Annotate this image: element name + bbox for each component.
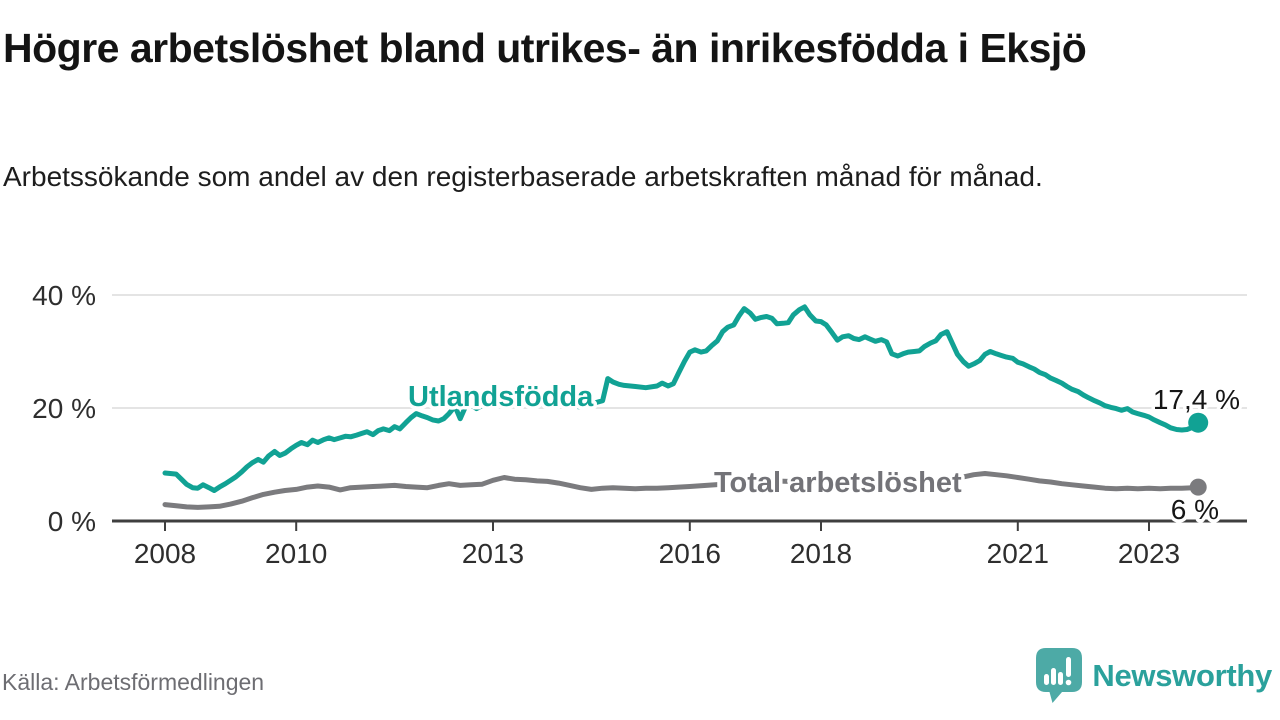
axes: 0 % 20 % 40 % 2008 2010 2013 2016 2018 2021 2023 [32, 280, 1247, 569]
y-tick-label-0: 0 % [48, 506, 96, 537]
brand-name: Newsworthy [1092, 658, 1272, 693]
x-tick-label-2018: 2018 [790, 538, 852, 569]
line-total-arbetsloshet [162, 471, 1201, 510]
end-value-label-total: 6 % [1171, 494, 1219, 525]
x-tick-label-2008: 2008 [134, 538, 196, 569]
series-label-utlandsfodda: Utlandsfödda [408, 381, 594, 413]
line-utlandsfodda [162, 304, 1201, 493]
x-tick-label-2010: 2010 [265, 538, 327, 569]
end-value-label-utlandsfodda: 17,4 % [1153, 384, 1240, 415]
page-subtitle: Arbetssökande som andel av den registerb… [3, 161, 1043, 192]
y-tick-label-20: 20 % [32, 393, 96, 424]
series-label-total-arbetsloshet: Total arbetslöshet [714, 467, 962, 499]
source-note: Källa: Arbetsförmedlingen [2, 669, 265, 695]
chart-labels: Utlandsfödda Total arbetslöshet 17,4 % 6… [405, 378, 1244, 529]
chart-header: Högre arbetslöshet bland utrikes- än inr… [3, 24, 1228, 192]
gridlines [112, 294, 1247, 409]
x-tick-label-2021: 2021 [987, 538, 1049, 569]
end-dot-utlandsfodda [1188, 412, 1209, 433]
x-tick-label-2016: 2016 [659, 538, 721, 569]
exclamation-bar [1066, 657, 1072, 677]
x-tick-label-2023: 2023 [1118, 538, 1180, 569]
page-title: Högre arbetslöshet bland utrikes- än inr… [3, 25, 1087, 71]
bar-chart-glyph [1044, 657, 1072, 686]
x-tick-label-2013: 2013 [462, 538, 524, 569]
newsworthy-logo: Newsworthy [1036, 648, 1272, 704]
end-dot-total-arbetsloshet [1189, 478, 1207, 496]
series-lines [162, 304, 1209, 510]
exclamation-dot [1066, 679, 1072, 686]
y-tick-label-40: 40 % [32, 280, 96, 311]
newsworthy-speech-bubble-icon [1036, 648, 1083, 703]
